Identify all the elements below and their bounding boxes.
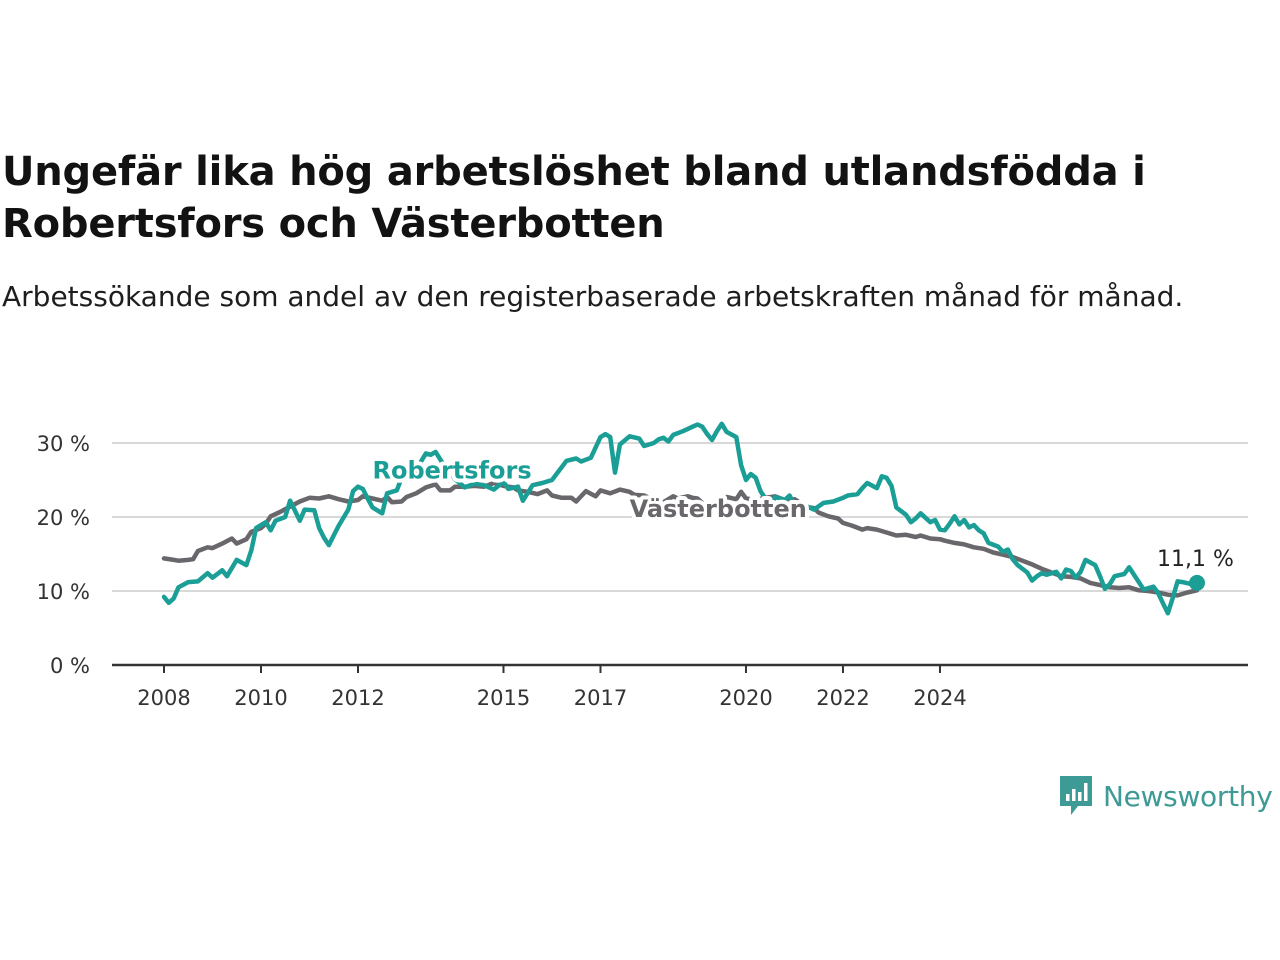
y-axis-ticks: 0 % 10 % 20 % 30 %	[37, 432, 90, 678]
series-lines	[161, 421, 1200, 616]
series-label-halo: Robertsfors	[373, 457, 532, 485]
end-point-marker	[1189, 574, 1205, 591]
y-tick-label: 20 %	[37, 506, 90, 530]
series-labels: RobertsforsRobertsforsVästerbottenVäster…	[369, 453, 1234, 591]
series-line-robertsfors	[161, 421, 1200, 616]
x-tick-label: 2022	[816, 686, 869, 710]
x-tick-label: 2008	[137, 686, 190, 710]
end-value-label: 11,1 %	[1157, 547, 1234, 572]
x-axis-ticks: 2008 2010 2012 2015 2017 2020 2022 2024	[112, 663, 1248, 710]
chart-subtitle: Arbetssökande som andel av den registerb…	[2, 280, 1184, 313]
x-tick-label: 2010	[234, 686, 287, 710]
series-label: Västerbotten	[630, 495, 807, 523]
chart-title: Ungefär lika hög arbetslöshet bland utla…	[2, 149, 1146, 247]
y-tick-label: 10 %	[37, 580, 90, 604]
series-label: Robertsfors	[373, 457, 532, 485]
line-chart: 0 % 10 % 20 % 30 % 2008 2010 2012 2015 2017 2020…	[37, 421, 1248, 710]
x-tick-label: 2015	[477, 686, 530, 710]
x-tick-label: 2020	[719, 686, 772, 710]
y-tick-label: 0 %	[50, 654, 90, 678]
newsworthy-logo-icon	[1060, 776, 1092, 815]
newsworthy-brand-name: Newsworthy	[1103, 779, 1273, 813]
y-tick-label: 30 %	[37, 432, 90, 456]
series-line-vsterbotten	[161, 480, 1200, 598]
x-tick-label: 2017	[574, 686, 627, 710]
series-label-halo: Västerbotten	[630, 495, 807, 523]
newsworthy-logo: Newsworthy	[1058, 774, 1273, 818]
x-tick-label: 2012	[331, 686, 384, 710]
x-tick-label: 2024	[913, 686, 966, 710]
